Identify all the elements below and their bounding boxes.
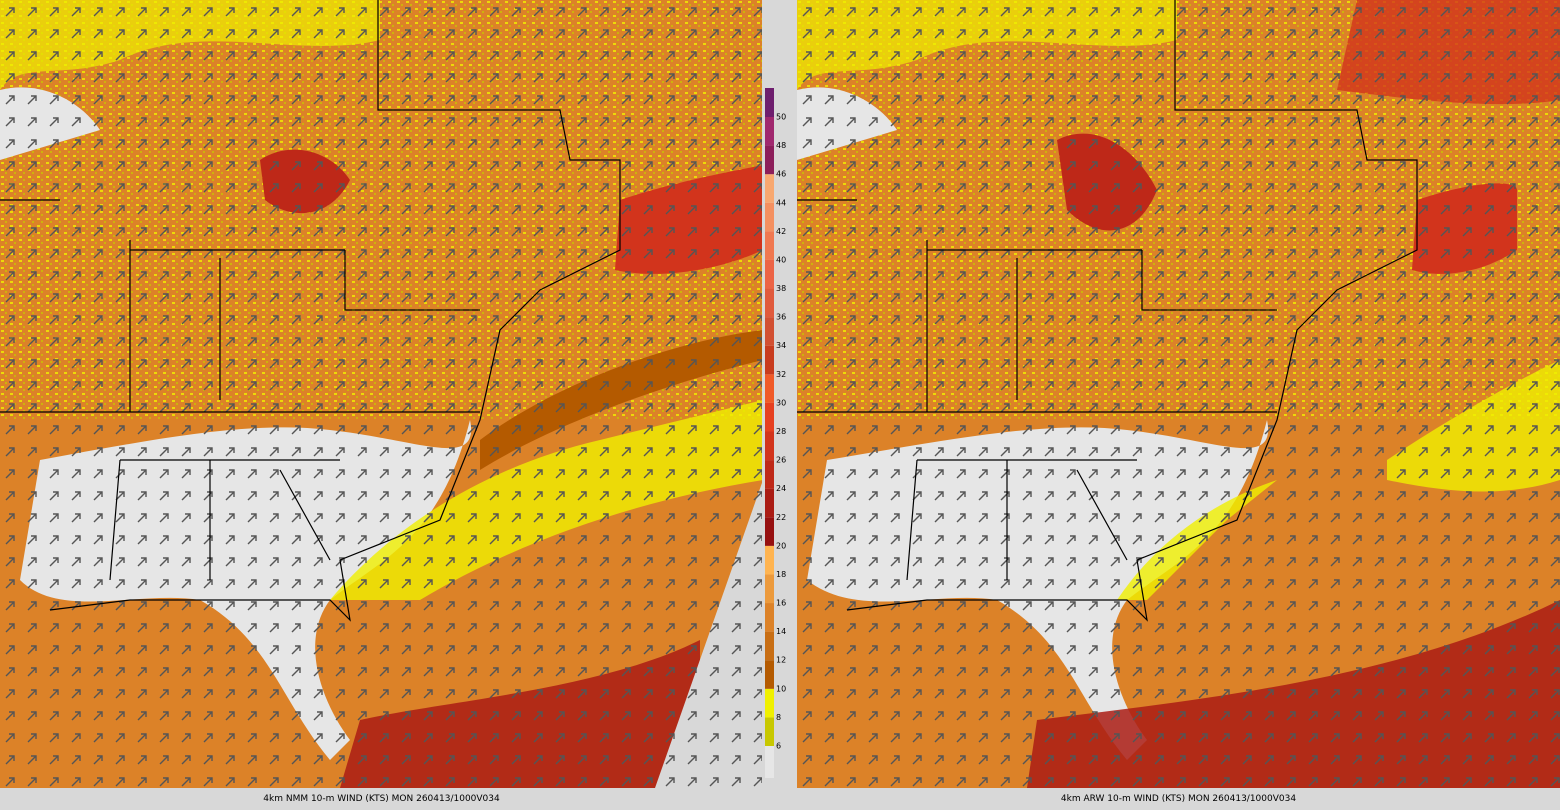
colorbar-label: 24 <box>776 484 786 493</box>
colorbar-segment <box>765 345 774 375</box>
colorbar-segment <box>765 374 774 403</box>
colorbar-label: 16 <box>776 599 786 608</box>
colorbar-segment <box>765 460 774 489</box>
colorbar-label: 46 <box>776 170 786 179</box>
colorbar-label: 42 <box>776 227 786 236</box>
caption: 4km ARW 10-m WIND (KTS) MON 260413/1000V… <box>797 788 1560 810</box>
colorbar-segment <box>765 574 774 604</box>
colorbar-segment <box>765 145 774 175</box>
colorbar-segment <box>765 288 774 318</box>
colorbar-label: 26 <box>776 456 786 465</box>
colorbar-segment <box>765 631 774 661</box>
colorbar-segment <box>765 174 774 203</box>
colorbar-segment <box>765 545 774 575</box>
colorbar-segment <box>765 488 774 518</box>
colorbar-segment <box>765 660 774 689</box>
colorbar-segment <box>765 431 774 461</box>
colorbar-segment <box>765 717 774 746</box>
colorbar-label: 28 <box>776 427 786 436</box>
colorbar-segment <box>765 603 774 632</box>
colorbar-segment <box>765 117 774 146</box>
colorbar-label: 44 <box>776 198 786 207</box>
colorbar-label: 10 <box>776 684 786 693</box>
colorbar-segment <box>765 88 774 117</box>
colorbar-segment <box>765 259 774 289</box>
colorbar-label: 30 <box>776 398 786 407</box>
colorbar-segment <box>765 231 774 260</box>
colorbar-label: 14 <box>776 627 786 636</box>
colorbar-label: 50 <box>776 113 786 122</box>
map <box>0 0 763 788</box>
colorbar-segment <box>765 202 774 232</box>
colorbar-label: 18 <box>776 570 786 579</box>
colorbar-label: 20 <box>776 541 786 550</box>
colorbar-label: 12 <box>776 656 786 665</box>
colorbar-label: 8 <box>776 713 781 722</box>
map-panel: 4km ARW 10-m WIND (KTS) MON 260413/1000V… <box>797 0 1560 810</box>
colorbar-segment <box>765 517 774 546</box>
map-panel: 4km NMM 10-m WIND (KTS) MON 260413/1000V… <box>0 0 763 810</box>
caption: 4km NMM 10-m WIND (KTS) MON 260413/1000V… <box>0 788 763 810</box>
colorbar-label: 36 <box>776 313 786 322</box>
colorbar-label: 6 <box>776 742 781 751</box>
colorbar: 6 8 10 12 14 16 18 20 22 24 26 28 30 32 34 36 38 40 42 44 46… <box>762 0 797 788</box>
colorbar-label: 34 <box>776 341 786 350</box>
colorbar-label: 22 <box>776 513 786 522</box>
colorbar-segment <box>765 746 774 778</box>
colorbar-segment <box>765 317 774 346</box>
colorbar-label: 48 <box>776 141 786 150</box>
colorbar-segment <box>765 402 774 432</box>
colorbar-label: 40 <box>776 255 786 264</box>
colorbar-label: 32 <box>776 370 786 379</box>
map <box>797 0 1560 788</box>
colorbar-segment <box>765 688 774 718</box>
colorbar-label: 38 <box>776 284 786 293</box>
